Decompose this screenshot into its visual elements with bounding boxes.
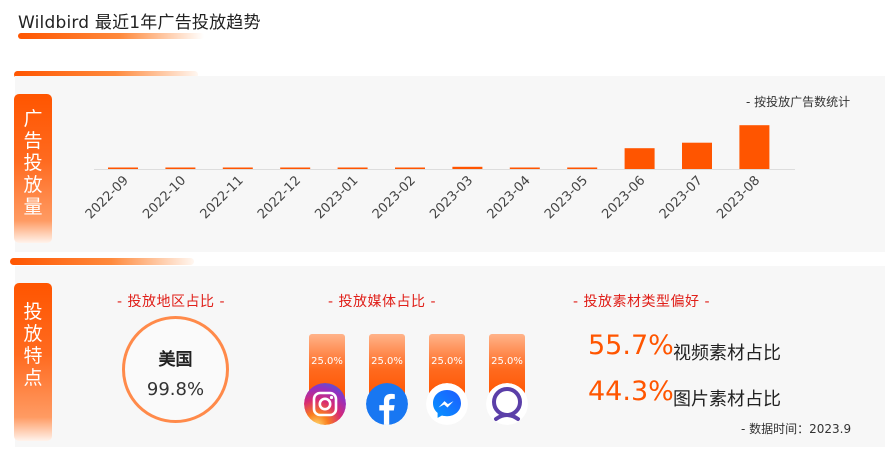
chart-bar — [682, 142, 712, 169]
x-tick-label: 2022-09 — [83, 173, 132, 222]
tab-char: 量 — [23, 196, 43, 218]
media-percent-label: 25.0% — [491, 356, 523, 367]
media-section-title: - 投放媒体占比 - — [328, 294, 437, 310]
section-divider-top — [14, 71, 198, 78]
video-material-percent: 55.7% — [588, 330, 674, 361]
tab-char: 投 — [23, 152, 43, 174]
tab-char: 广 — [23, 108, 43, 130]
section-divider-bottom — [10, 258, 194, 265]
facebook-icon — [366, 383, 408, 425]
x-tick-label: 2022-11 — [198, 173, 247, 222]
region-section-title: - 投放地区占比 - — [117, 294, 226, 310]
chart-bar — [739, 125, 770, 169]
instagram-icon — [304, 383, 346, 425]
chart-bar — [337, 167, 368, 169]
x-tick-label: 2023-07 — [657, 173, 706, 222]
materials-section-title: - 投放素材类型偏好 - — [573, 294, 711, 310]
page-title: Wildbird 最近1年广告投放趋势 — [18, 13, 261, 33]
tab-char: 点 — [23, 367, 43, 389]
chart-bar — [567, 167, 598, 169]
title-underline — [18, 33, 204, 39]
page-header: Wildbird 最近1年广告投放趋势 — [18, 8, 261, 39]
tab-char: 投 — [23, 301, 43, 323]
chart-bar — [165, 167, 196, 169]
media-percent-label: 25.0% — [431, 356, 463, 367]
x-tick-label: 2023-04 — [485, 173, 534, 222]
x-tick-label: 2023-02 — [370, 173, 419, 222]
data-time-note: - 数据时间：2023.9 — [741, 422, 852, 436]
chart-bar — [509, 167, 540, 169]
x-tick-label: 2023-05 — [542, 173, 591, 222]
tab-char: 放 — [23, 323, 43, 345]
ad-features-tab: 投 放 特 点 — [14, 283, 52, 441]
region-percent: 99.8% — [146, 379, 205, 400]
region-name: 美国 — [158, 350, 193, 370]
messenger-icon — [426, 383, 468, 425]
video-material-label: 视频素材占比 — [673, 343, 781, 364]
chart-bar — [452, 166, 483, 169]
ad-volume-tab: 广 告 投 放 量 — [14, 94, 52, 243]
x-tick-label: 2023-08 — [714, 173, 763, 222]
x-tick-label: 2022-12 — [255, 173, 304, 222]
audience-network-icon — [486, 383, 528, 425]
image-material-label: 图片素材占比 — [673, 389, 781, 410]
media-percent-label: 25.0% — [311, 356, 343, 367]
chart-bar — [108, 167, 138, 169]
tab-char: 告 — [23, 130, 43, 152]
x-tick-label: 2023-03 — [427, 173, 476, 222]
chart-note: - 按投放广告数统计 — [746, 95, 851, 109]
x-tick-label: 2023-06 — [599, 173, 648, 222]
image-material-percent: 44.3% — [588, 376, 674, 407]
chart-bar — [395, 167, 425, 169]
x-tick-label: 2023-01 — [312, 173, 361, 222]
chart-bar — [222, 167, 253, 169]
chart-bar — [624, 148, 655, 169]
media-percent-label: 25.0% — [371, 356, 403, 367]
region-circle: 美国 99.8% — [122, 316, 229, 423]
tab-char: 放 — [23, 174, 43, 196]
tab-char: 特 — [23, 345, 43, 367]
chart-bar — [280, 167, 311, 169]
x-tick-label: 2022-10 — [140, 173, 189, 222]
